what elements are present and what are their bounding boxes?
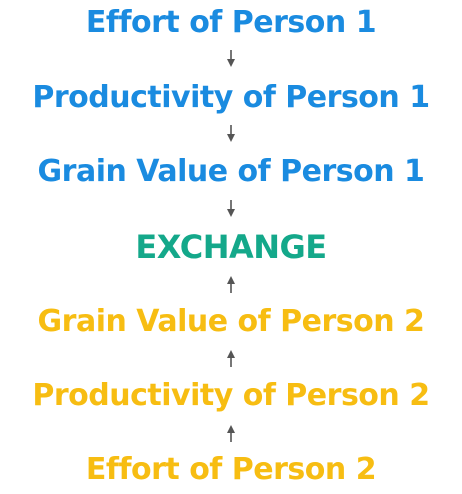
node-effort-person-1: Effort of Person 1 bbox=[85, 5, 377, 40]
node-productivity-person-2: Productivity of Person 2 bbox=[32, 378, 430, 413]
arrow-down-icon bbox=[225, 198, 237, 220]
node-grain-value-person-2: Grain Value of Person 2 bbox=[37, 304, 425, 339]
arrow-down-icon bbox=[225, 48, 237, 70]
arrow-up-icon bbox=[225, 347, 237, 369]
node-effort-person-2: Effort of Person 2 bbox=[85, 452, 377, 487]
node-exchange: EXCHANGE bbox=[135, 228, 327, 266]
arrow-down-icon bbox=[225, 123, 237, 145]
arrow-up-icon bbox=[225, 422, 237, 444]
node-grain-value-person-1: Grain Value of Person 1 bbox=[37, 154, 425, 189]
node-productivity-person-1: Productivity of Person 1 bbox=[32, 80, 430, 115]
arrow-up-icon bbox=[225, 273, 237, 295]
